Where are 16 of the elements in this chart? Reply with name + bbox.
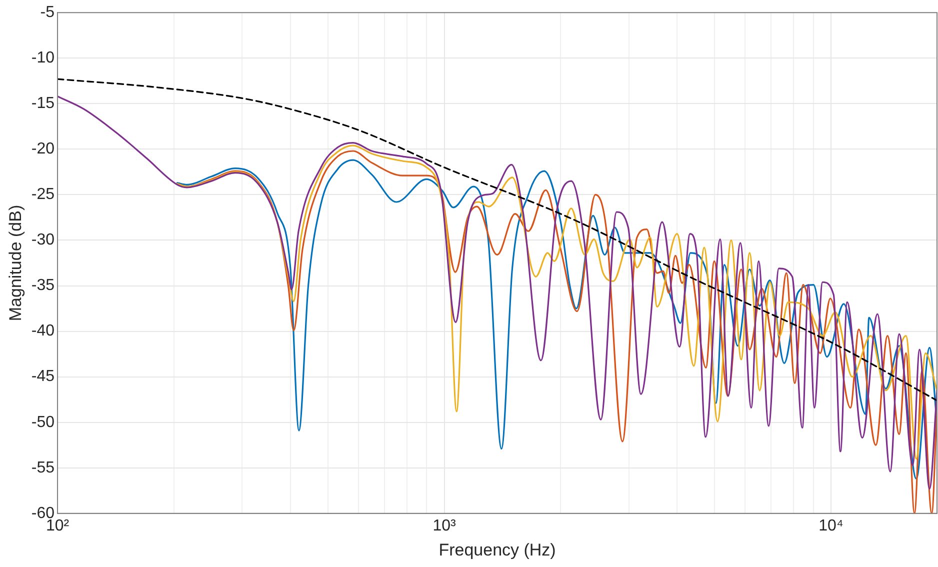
y-tick-label: -5 bbox=[40, 4, 55, 22]
y-tick-label: -55 bbox=[31, 459, 55, 476]
y-tick-label: -35 bbox=[31, 277, 55, 294]
y-tick-label: -40 bbox=[31, 322, 55, 340]
y-tick-label: -50 bbox=[31, 414, 55, 431]
x-tick-label: 10³ bbox=[432, 517, 456, 534]
x-axis-title: Frequency (Hz) bbox=[438, 540, 556, 560]
y-tick-label: -10 bbox=[31, 50, 55, 67]
y-tick-label: -25 bbox=[31, 186, 55, 204]
y-axis-title: Magnitude (dB) bbox=[6, 204, 25, 322]
y-tick-label: -15 bbox=[31, 95, 55, 112]
y-tick-label: -45 bbox=[31, 368, 55, 386]
y-tick-label: -20 bbox=[31, 140, 55, 158]
x-tick-label: 10⁴ bbox=[818, 517, 844, 534]
x-tick-label: 10² bbox=[46, 517, 70, 534]
y-tick-label: -30 bbox=[31, 232, 55, 249]
